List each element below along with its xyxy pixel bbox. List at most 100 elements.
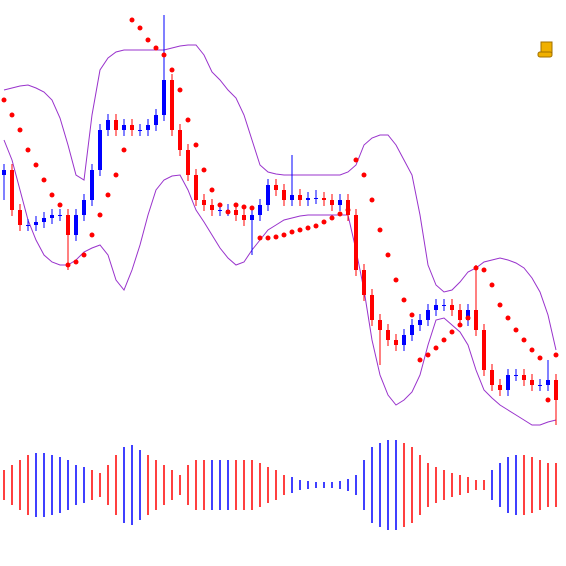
candle-body (386, 330, 390, 340)
sar-dot (81, 252, 87, 258)
candle-body (138, 130, 142, 131)
icon-roll (537, 51, 553, 58)
sar-dot (273, 234, 279, 240)
sar-dot (33, 162, 39, 168)
candle-body (66, 215, 70, 235)
sar-dot (153, 45, 159, 51)
sar-dot (385, 252, 391, 258)
sar-dot (529, 347, 535, 353)
candle-body (106, 120, 110, 130)
sar-dot (281, 232, 287, 238)
sar-dot (121, 147, 127, 153)
candle-body (314, 198, 318, 199)
sar-dot (257, 235, 263, 241)
candle-body (370, 295, 374, 320)
sar-dot (25, 147, 31, 153)
candle-body (282, 190, 286, 200)
candle-body (266, 185, 270, 205)
candle-body (186, 150, 190, 175)
candle-body (34, 222, 38, 225)
sar-dot (513, 327, 519, 333)
sar-dot (105, 192, 111, 198)
candle-body (194, 175, 198, 200)
candle-body (274, 185, 278, 190)
candle-body (482, 330, 486, 370)
sar-dot (145, 37, 151, 43)
sar-dot (329, 215, 335, 221)
sar-dot (457, 322, 463, 328)
sar-dot (473, 265, 479, 271)
candle-body (330, 200, 334, 205)
band-line (3, 44, 557, 351)
candle-body (114, 120, 118, 130)
sar-dot (433, 345, 439, 351)
sar-dot (465, 315, 471, 321)
candle-body (338, 200, 342, 205)
candle-body (354, 215, 358, 270)
candle-body (242, 215, 246, 220)
sar-dot (353, 157, 359, 163)
candle-body (394, 340, 398, 345)
candle-body (522, 375, 526, 380)
candle-body (2, 170, 6, 175)
sar-dot (169, 67, 175, 73)
candle-body (154, 115, 158, 125)
sar-dot (553, 352, 559, 358)
sar-dot (425, 352, 431, 358)
sar-dot (161, 52, 167, 58)
sar-dot (9, 112, 15, 118)
sar-dot (305, 225, 311, 231)
candle-body (362, 270, 366, 295)
band-line (3, 139, 557, 426)
candle-body (234, 210, 238, 215)
candle-body (442, 305, 446, 306)
candle-body (538, 385, 542, 386)
sar-dot (489, 282, 495, 288)
sar-dot (129, 17, 135, 23)
candle-body (178, 130, 182, 150)
sar-dot (241, 204, 247, 210)
sar-dot (217, 202, 223, 208)
sar-dot (417, 357, 423, 363)
candle-body (474, 310, 478, 330)
sar-dot (89, 232, 95, 238)
sar-dot (481, 267, 487, 273)
sar-dot (193, 142, 199, 148)
sar-dot (73, 259, 79, 265)
sar-dot (233, 202, 239, 208)
candle-body (42, 218, 46, 222)
candle-body (58, 215, 62, 216)
sar-dot (441, 337, 447, 343)
candle-body (130, 125, 134, 130)
candle-body (50, 215, 54, 218)
sar-dot (113, 172, 119, 178)
candle-body (554, 380, 558, 400)
sar-dot (393, 277, 399, 283)
sar-dot (521, 337, 527, 343)
sar-dot (185, 117, 191, 123)
candle-body (514, 375, 518, 376)
candle-body (402, 335, 406, 345)
sar-dot (545, 397, 551, 403)
candle-body (530, 380, 534, 385)
candle-body (322, 198, 326, 200)
sar-dot (369, 197, 375, 203)
sar-dot (49, 192, 55, 198)
sar-dot (377, 227, 383, 233)
candle-body (250, 215, 254, 220)
candle-body (506, 375, 510, 390)
sar-dot (225, 209, 231, 215)
candle-body (458, 310, 462, 320)
sar-dot (289, 229, 295, 235)
sar-dot (313, 223, 319, 229)
candle-body (122, 125, 126, 130)
sar-dot (497, 302, 503, 308)
sar-dot (337, 211, 343, 217)
candle-body (202, 200, 206, 205)
sar-dot (345, 207, 351, 213)
candle-body (210, 205, 214, 210)
scroll-icon (537, 41, 553, 58)
candle-body (466, 310, 470, 320)
candle-body (26, 225, 30, 226)
candle-body (170, 80, 174, 130)
